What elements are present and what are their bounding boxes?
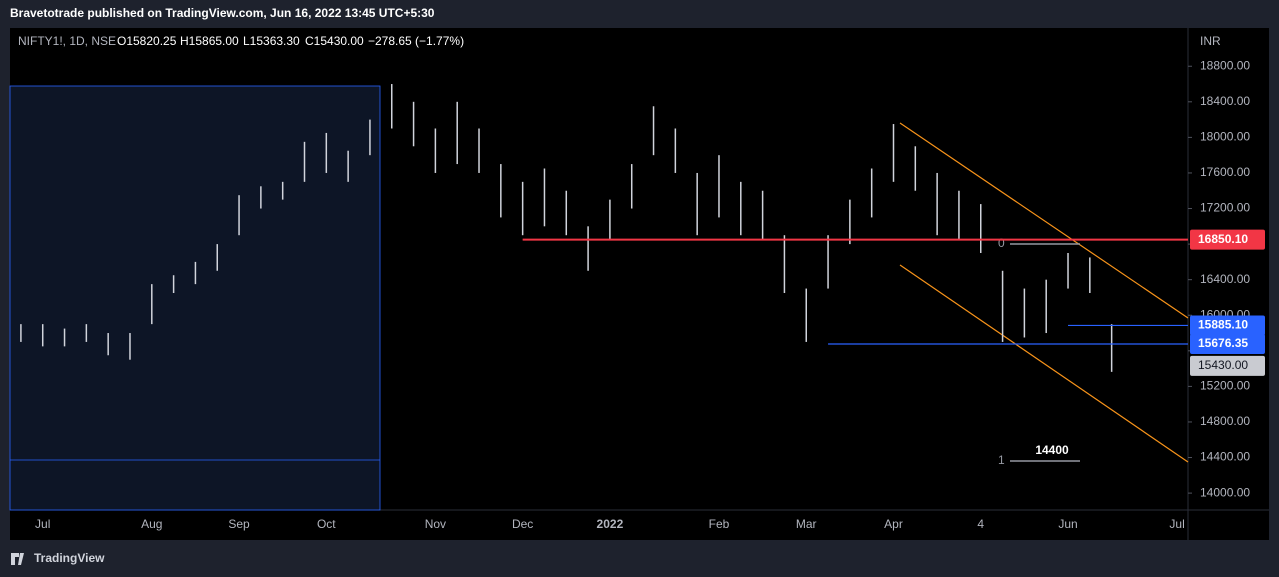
x-tick-label: 2022 <box>597 517 624 531</box>
ohlc-low: L15363.30 <box>243 34 300 48</box>
y-tick-label: 15200.00 <box>1200 379 1250 393</box>
ohlc-change: −278.65 (−1.77%) <box>368 34 464 48</box>
y-tick-label: 14800.00 <box>1200 414 1250 428</box>
fib-label: 0 <box>998 236 1005 250</box>
x-tick-label: Jun <box>1058 517 1077 531</box>
y-tick-label: 18000.00 <box>1200 130 1250 144</box>
annotation: 14400 <box>1035 443 1069 457</box>
y-tick-label: 14400.00 <box>1200 450 1250 464</box>
ohlc-close: C15430.00 <box>305 34 364 48</box>
x-tick-label: 4 <box>977 517 984 531</box>
price-axis <box>1188 28 1269 510</box>
level-label: 15885.10 <box>1198 318 1248 332</box>
x-tick-label: Oct <box>317 517 336 531</box>
y-tick-label: 18800.00 <box>1200 58 1250 72</box>
time-axis <box>10 510 1269 540</box>
fib-label: 1 <box>998 453 1005 467</box>
level-label: 15676.35 <box>1198 336 1248 350</box>
level-tag <box>1190 355 1265 376</box>
y-unit: INR <box>1200 34 1221 48</box>
x-tick-label: Feb <box>709 517 730 531</box>
y-tick-label: 14000.00 <box>1200 485 1250 499</box>
range-box <box>9 85 381 511</box>
y-tick-label: 17200.00 <box>1200 201 1250 215</box>
y-tick-label: 16400.00 <box>1200 272 1250 286</box>
x-tick-label: Jul <box>35 517 50 531</box>
y-tick-label: 18400.00 <box>1200 94 1250 108</box>
y-tick-label: 17600.00 <box>1200 165 1250 179</box>
x-tick-label: Dec <box>512 517 533 531</box>
x-tick-label: Sep <box>228 517 250 531</box>
x-tick-label: Apr <box>884 517 903 531</box>
logo <box>11 553 24 565</box>
legend: NIFTY1!, 1D, NSE O15820.25 H15865.00 L15… <box>18 34 464 48</box>
level-label: 15430.00 <box>1198 358 1248 372</box>
x-tick-label: Mar <box>796 517 817 531</box>
x-tick-label: Aug <box>141 517 162 531</box>
ohlc-open: O15820.25 <box>117 34 177 48</box>
level-tag <box>1190 334 1265 355</box>
level-label: 16850.10 <box>1198 232 1248 246</box>
symbol: NIFTY1!, 1D, NSE <box>18 34 116 48</box>
x-tick-label: Nov <box>425 517 446 531</box>
level-tag <box>1190 229 1265 250</box>
brand: TradingView <box>34 551 105 565</box>
publisher: Bravetotrade published on TradingView.co… <box>10 6 435 20</box>
ohlc-high: H15865.00 <box>180 34 239 48</box>
channel-line <box>899 122 1189 319</box>
x-tick-label: Jul <box>1169 517 1184 531</box>
level-tag <box>1190 315 1265 336</box>
channel-line <box>899 264 1189 463</box>
